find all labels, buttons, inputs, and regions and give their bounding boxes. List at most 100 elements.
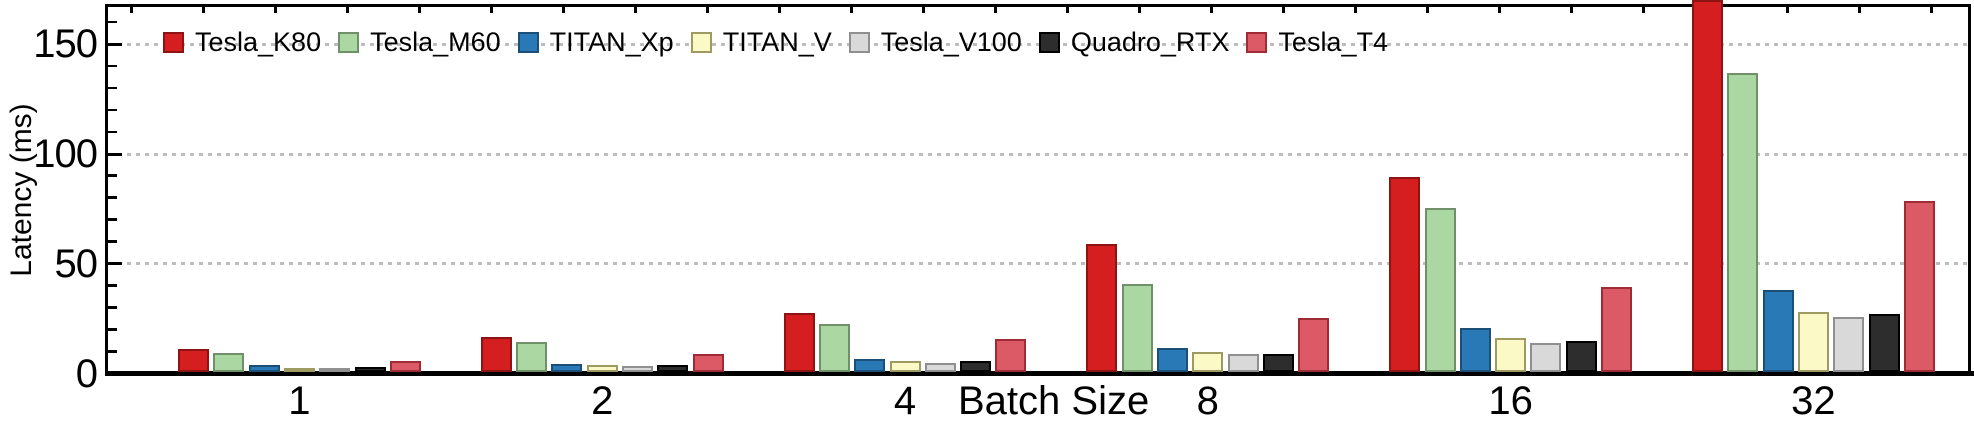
x-axis-line [105,371,1974,376]
legend-label: Quadro_RTX [1070,27,1230,57]
top-axis-tick [202,4,205,13]
y-tick-label-0: 0 [75,351,98,396]
top-axis-tick [778,4,781,13]
gridline-150 [109,42,1967,46]
right-axis-line [1968,4,1971,376]
top-axis-tick [850,4,853,13]
top-axis-tick [418,4,421,13]
y-minor-tick-30 [108,306,117,309]
legend-swatch-icon [848,32,870,53]
bar-Tesla_V100-batch-2 [622,365,653,372]
bar-Tesla_T4-batch-4 [995,339,1027,372]
top-axis-tick [1426,4,1429,13]
top-axis-tick [1570,4,1573,13]
bar-Tesla_K80-batch-32 [1692,0,1723,372]
bar-TITAN_V-batch-4 [889,361,921,372]
bar-TITAN_Xp-batch-8 [1157,347,1188,372]
bar-Tesla_K80-batch-2 [480,336,512,372]
bar-Tesla_T4-batch-2 [692,354,724,372]
legend-label: Tesla_V100 [880,27,1022,57]
legend-item-Tesla_V100: Tesla_V100 [848,27,1022,57]
bar-TITAN_V-batch-16 [1495,337,1527,372]
legend-label: Tesla_M60 [370,27,501,57]
legend-swatch-icon [338,32,360,53]
bar-Tesla_V100-batch-4 [924,362,956,372]
y-axis-line [105,4,108,376]
x-tick-label-1: 1 [288,379,311,421]
bar-Tesla_K80-batch-8 [1086,243,1118,372]
bar-Quadro_RTX-batch-2 [657,365,689,372]
x-tick-label-8: 8 [1196,379,1219,421]
y-major-tick-150 [108,42,122,46]
legend-label: TITAN_Xp [549,27,674,57]
bar-TITAN_Xp-batch-1 [248,365,280,372]
gridline-50 [109,262,1967,266]
bar-Tesla_M60-batch-32 [1727,73,1759,372]
top-axis-tick [490,4,493,13]
legend-label: TITAN_V [722,27,832,57]
top-axis-tick [1282,4,1285,13]
top-axis-tick [1858,4,1861,13]
y-tick-label-100: 100 [33,132,98,176]
top-axis-tick [1066,4,1069,13]
x-tick-label-4: 4 [893,379,917,421]
legend-item-Tesla_K80: Tesla_K80 [163,29,321,56]
legend-label: Tesla_K80 [195,27,322,57]
bar-Quadro_RTX-batch-1 [354,366,386,372]
y-tick-label-150: 150 [33,22,98,67]
bar-Tesla_K80-batch-4 [783,312,815,372]
x-axis-title: Batch Size [958,379,1150,421]
bar-TITAN_Xp-batch-16 [1459,328,1491,372]
bar-Tesla_V100-batch-16 [1530,343,1562,372]
x-tick-label-32: 32 [1791,379,1836,421]
y-major-tick-50 [108,262,122,266]
legend-item-TITAN_Xp: TITAN_Xp [517,27,674,57]
legend: Tesla_K80 Tesla_M60 TITAN_Xp TITAN_V Tesla_V… [163,29,1388,56]
top-axis-tick [706,4,709,13]
y-minor-tick-40 [108,284,117,287]
bar-Tesla_V100-batch-32 [1833,317,1865,372]
y-axis-title: Latency (ms) [5,103,38,277]
top-axis-tick [1930,4,1933,13]
top-axis-tick [1642,4,1645,13]
top-axis-tick [274,4,277,13]
y-tick-label-50: 50 [54,241,99,286]
bar-Tesla_M60-batch-16 [1424,208,1456,372]
y-minor-tick-80 [108,196,117,199]
legend-swatch-icon [1038,32,1060,53]
y-minor-tick-160 [108,20,117,24]
y-minor-tick-70 [108,218,117,221]
y-minor-tick-20 [108,328,117,331]
y-major-tick-100 [108,152,122,156]
bar-Tesla_K80-batch-1 [178,348,209,372]
bar-Quadro_RTX-batch-8 [1262,353,1294,372]
bar-Tesla_T4-batch-1 [389,361,421,372]
bar-Tesla_T4-batch-32 [1903,200,1935,372]
top-axis-tick [130,4,133,13]
bar-Tesla_K80-batch-16 [1389,176,1421,372]
gridline-100 [109,152,1967,156]
bar-Tesla_V100-batch-8 [1227,354,1259,372]
bar-Tesla_M60-batch-4 [818,323,850,372]
y-minor-tick-60 [108,240,117,243]
top-axis-tick [1786,4,1789,13]
legend-item-TITAN_V: TITAN_V [690,27,832,57]
top-axis-tick [346,4,349,13]
legend-label: Tesla_T4 [1278,27,1388,57]
legend-item-Tesla_M60: Tesla_M60 [338,29,501,56]
top-axis-tick [994,4,997,13]
top-axis-line [105,4,1971,7]
legend-swatch-icon [690,32,712,53]
y-minor-tick-120 [108,108,117,112]
y-minor-tick-140 [108,64,117,68]
bar-TITAN_V-batch-32 [1797,311,1829,372]
bar-Quadro_RTX-batch-4 [960,360,992,372]
bar-Quadro_RTX-batch-32 [1868,313,1900,372]
top-axis-tick [634,4,637,13]
bar-TITAN_Xp-batch-4 [854,358,886,372]
bar-Tesla_T4-batch-8 [1298,318,1330,372]
y-minor-tick-90 [108,174,117,177]
legend-item-Quadro_RTX: Quadro_RTX [1038,27,1230,57]
top-axis-tick [1354,4,1357,13]
